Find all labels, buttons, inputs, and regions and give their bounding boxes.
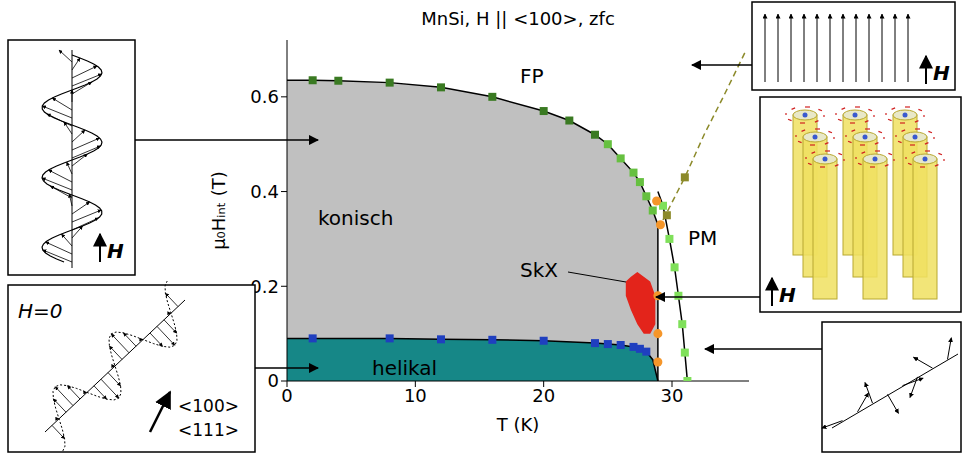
- svg-text:H: H: [107, 239, 124, 263]
- html-text:helikal: helikal: [372, 356, 438, 380]
- svg-text:0.4: 0.4: [250, 181, 279, 202]
- html-text:PM: PM: [688, 226, 718, 250]
- svg-text:0: 0: [281, 385, 292, 406]
- svg-text:T (K): T (K): [496, 414, 540, 435]
- html-text:SkX: SkX: [520, 258, 558, 282]
- svg-text:μ₀Hᵢₙₜ (T): μ₀Hᵢₙₜ (T): [208, 171, 229, 250]
- html-text:FP: FP: [520, 64, 544, 88]
- svg-text:<111>: <111>: [178, 420, 239, 440]
- svg-text:10: 10: [404, 385, 427, 406]
- svg-text:H: H: [933, 61, 950, 85]
- svg-text:H: H: [779, 283, 796, 307]
- html-text:MnSi, H || <100>, zfc: MnSi, H || <100>, zfc: [421, 8, 615, 29]
- svg-text:0.6: 0.6: [250, 86, 279, 107]
- svg-text:0: 0: [268, 370, 279, 391]
- html-text:konisch: konisch: [318, 206, 394, 230]
- svg-text:30: 30: [661, 385, 684, 406]
- svg-text:0.2: 0.2: [250, 276, 279, 297]
- svg-text:<100>: <100>: [178, 396, 239, 416]
- svg-text:H=0: H=0: [18, 299, 63, 323]
- svg-text:20: 20: [532, 385, 555, 406]
